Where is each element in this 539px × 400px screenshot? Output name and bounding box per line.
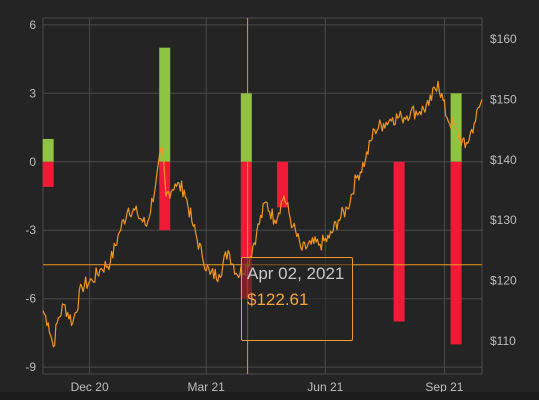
bar-negative: [240, 161, 252, 299]
x-tick-label: Mar 21: [187, 380, 225, 394]
bar-negative: [42, 161, 54, 187]
x-tick-label: Jun 21: [307, 380, 343, 394]
left-tick-label: -3: [25, 223, 36, 237]
right-tick-label: $140: [490, 153, 517, 167]
left-tick-label: -6: [25, 292, 36, 306]
price-tooltip: Apr 02, 2021 $122.61: [241, 257, 353, 341]
bar-negative: [159, 161, 171, 231]
x-tick-label: Dec 20: [71, 380, 109, 394]
left-tick-label: -9: [25, 360, 36, 374]
x-tick-label: Sep 21: [425, 380, 463, 394]
left-tick-label: 6: [29, 18, 36, 32]
right-tick-label: $150: [490, 92, 517, 106]
left-axis-ticks: 6 3 0 -3 -6 -9: [25, 18, 36, 374]
bar-negative: [393, 161, 405, 322]
left-tick-label: 0: [29, 155, 36, 169]
bar-negative: [277, 161, 289, 208]
bar-positive: [159, 47, 171, 162]
right-axis-ticks: $160 $150 $140 $130 $120 $110: [490, 32, 517, 348]
plot-frame: [42, 17, 483, 375]
price-line: [42, 80, 483, 348]
right-tick-label: $130: [490, 213, 517, 227]
right-tick-label: $120: [490, 273, 517, 287]
price-series: [42, 80, 483, 348]
tooltip-date: Apr 02, 2021: [247, 264, 345, 283]
bar-negative: [450, 161, 462, 345]
bar-positive: [240, 93, 252, 162]
bar-positive: [42, 138, 54, 162]
right-tick-label: $110: [490, 334, 516, 348]
tooltip-price: $122.61: [247, 290, 309, 309]
right-tick-label: $160: [490, 32, 517, 46]
bottom-strip: [0, 392, 539, 400]
x-axis-ticks: Dec 20 Mar 21 Jun 21 Sep 21: [71, 380, 464, 394]
left-tick-label: 3: [29, 86, 36, 100]
